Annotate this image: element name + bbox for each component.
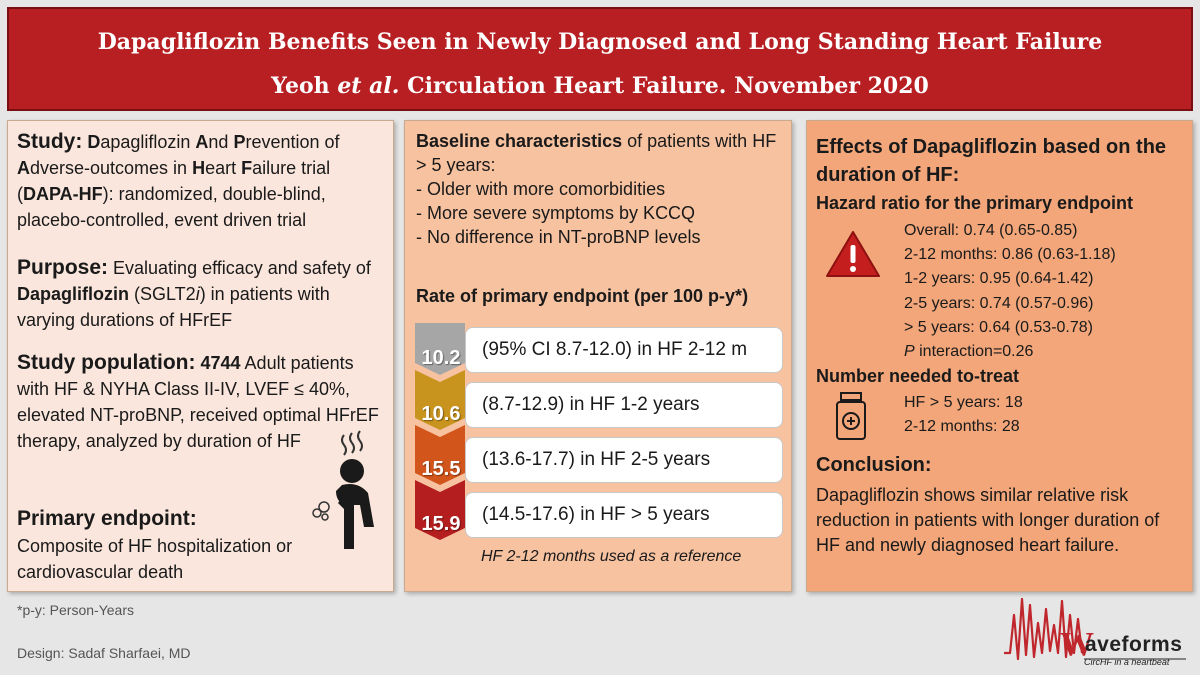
- purpose-text: (SGLT2: [129, 284, 196, 304]
- nnt-heading: Number needed to-treat: [816, 366, 1020, 386]
- rate-rows: (95% CI 8.7-12.0) in HF 2-12 m (8.7-12.9…: [405, 319, 793, 579]
- rate-value-gt5y: 15.9: [421, 513, 461, 535]
- study-text-f: F: [241, 158, 253, 178]
- rate-row-2-5y: (13.6-17.7) in HF 2-5 years: [465, 437, 783, 483]
- study-text: apagliflozin: [100, 132, 196, 152]
- citation-authors: Yeoh: [271, 73, 330, 99]
- rate-row-gt5y: (14.5-17.6) in HF > 5 years: [465, 492, 783, 538]
- study-text-h: H: [192, 158, 206, 178]
- study-design-text: ): randomized, double-blind, placebo-con…: [17, 184, 326, 230]
- warning-icon: [826, 231, 880, 277]
- patient-coughing-icon: [312, 430, 374, 549]
- rate-value-1-2y: 10.6: [421, 403, 461, 425]
- study-heading: Study:: [17, 130, 83, 153]
- baseline-item: - Older with more comorbidities: [416, 179, 666, 199]
- endpoint-text: Composite of HF hospitalization or cardi…: [17, 536, 293, 582]
- rate-value-2-5y: 15.5: [421, 458, 461, 480]
- population-count: 4744: [200, 353, 241, 373]
- conclusion-heading: Conclusion:: [816, 454, 932, 476]
- hr-item-gt5y: > 5 years: 0.64 (0.53-0.78): [904, 318, 1093, 336]
- hr-item-1-2y: 1-2 years: 0.95 (0.64-1.42): [904, 270, 1094, 288]
- rate-arrow-chevrons: [415, 323, 465, 540]
- hr-item-2-5y: 2-5 years: 0.74 (0.57-0.96): [904, 294, 1094, 312]
- study-block: Study: Dapagliflozin And Prevention of A…: [17, 129, 389, 233]
- purpose-text: ) in patients with varying durations of …: [17, 284, 330, 330]
- hr-item-overall: Overall: 0.74 (0.65-0.85): [904, 222, 1078, 239]
- title-banner: Dapagliflozin Benefits Seen in Newly Dia…: [7, 7, 1193, 111]
- study-text: nd: [208, 132, 234, 152]
- study-acronym: DAPA-HF: [23, 184, 103, 204]
- hazard-ratio-heading: Hazard ratio for the primary endpoint: [816, 193, 1134, 213]
- study-text-a: A: [195, 132, 209, 152]
- medicine-bottle-icon: [836, 392, 866, 440]
- purpose-heading: Purpose:: [17, 256, 109, 279]
- citation: Yeoh et al. Circulation Heart Failure. N…: [9, 73, 1191, 99]
- p-label: P: [904, 343, 915, 361]
- page-title: Dapagliflozin Benefits Seen in Newly Dia…: [97, 29, 1103, 55]
- purpose-block: Purpose: Evaluating efficacy and safety …: [17, 255, 389, 333]
- rate-chevron-4: [415, 480, 465, 540]
- population-block: Study population: 4744 Adult patients wi…: [17, 350, 389, 454]
- study-text-d: D: [87, 132, 101, 152]
- endpoint-heading: Primary endpoint:: [17, 507, 197, 530]
- reference-note: HF 2-12 months used as a reference: [481, 548, 742, 565]
- logo-tagline: CircHF in a heartbeat: [1084, 657, 1170, 667]
- rate-chevron-2: [415, 370, 465, 430]
- baseline-heading: Baseline characteristics: [416, 131, 623, 151]
- hr-item-2-12m: 2-12 months: 0.86 (0.63-1.18): [904, 246, 1116, 264]
- baseline-block: Baseline characteristics of patients wit…: [416, 129, 788, 249]
- study-text: eart: [205, 158, 242, 178]
- waveforms-logo: W: [1004, 597, 1186, 663]
- rate-row-2-12m: (95% CI 8.7-12.0) in HF 2-12 m: [465, 327, 783, 373]
- nnt-item-gt5y: HF > 5 years: 18: [904, 394, 1023, 411]
- baseline-item: - No difference in NT-proBNP levels: [416, 227, 701, 247]
- design-credit: Design: Sadaf Sharfaei, MD: [17, 645, 191, 661]
- study-text: revention of: [245, 132, 340, 152]
- rate-row-1-2y: (8.7-12.9) in HF 1-2 years: [465, 382, 783, 428]
- rate-title: Rate of primary endpoint (per 100 p-y*): [416, 286, 749, 306]
- baseline-intro: of patients with HF > 5 years:: [416, 131, 777, 175]
- study-text: dverse-outcomes in: [30, 158, 193, 178]
- citation-journal: Circulation Heart Failure. November 2020: [407, 73, 929, 99]
- study-text: ailure trial (: [17, 158, 331, 204]
- purpose-text-i: i: [195, 284, 200, 304]
- conclusion-text: Dapagliflozin shows similar relative ris…: [816, 485, 1160, 555]
- study-text-a2: A: [17, 158, 30, 178]
- study-text-p: P: [233, 132, 246, 152]
- study-panel: Study: Dapagliflozin And Prevention of A…: [7, 120, 394, 592]
- purpose-text: Evaluating efficacy and safety of: [108, 258, 371, 278]
- footnote: *p-y: Person-Years: [17, 602, 134, 618]
- citation-etal: et al.: [337, 73, 400, 99]
- rate-value-2-12m: 10.2: [421, 347, 461, 369]
- rate-chevron-1: [415, 323, 465, 375]
- svg-text:W: W: [1060, 626, 1094, 663]
- footer: *p-y: Person-Years Design: Sadaf Sharfae…: [0, 595, 1200, 675]
- baseline-item: - More severe symptoms by KCCQ: [416, 203, 696, 223]
- hazard-ratio-list: Overall: 0.74 (0.65-0.85) 2-12 months: 0…: [904, 219, 1116, 364]
- results-panel: Baseline characteristics of patients wit…: [404, 120, 792, 592]
- logo-wordmark: aveforms: [1085, 633, 1183, 656]
- p-interaction: P interaction=0.26: [904, 340, 1116, 364]
- rate-chevron-3: [415, 425, 465, 485]
- nnt-list: HF > 5 years: 18 2-12 months: 28: [904, 391, 1023, 439]
- p-value: interaction=0.26: [914, 343, 1034, 361]
- effects-panel: Effects of Dapagliflozin based on the du…: [806, 120, 1193, 592]
- nnt-item-2-12m: 2-12 months: 28: [904, 418, 1020, 435]
- population-heading: Study population:: [17, 351, 196, 374]
- purpose-drug: Dapagliflozin: [17, 284, 129, 304]
- effects-heading: Effects of Dapagliflozin based on the du…: [816, 136, 1167, 186]
- population-text: Adult patients with HF & NYHA Class II-I…: [17, 353, 379, 451]
- endpoint-block: Primary endpoint: Composite of HF hospit…: [17, 505, 389, 585]
